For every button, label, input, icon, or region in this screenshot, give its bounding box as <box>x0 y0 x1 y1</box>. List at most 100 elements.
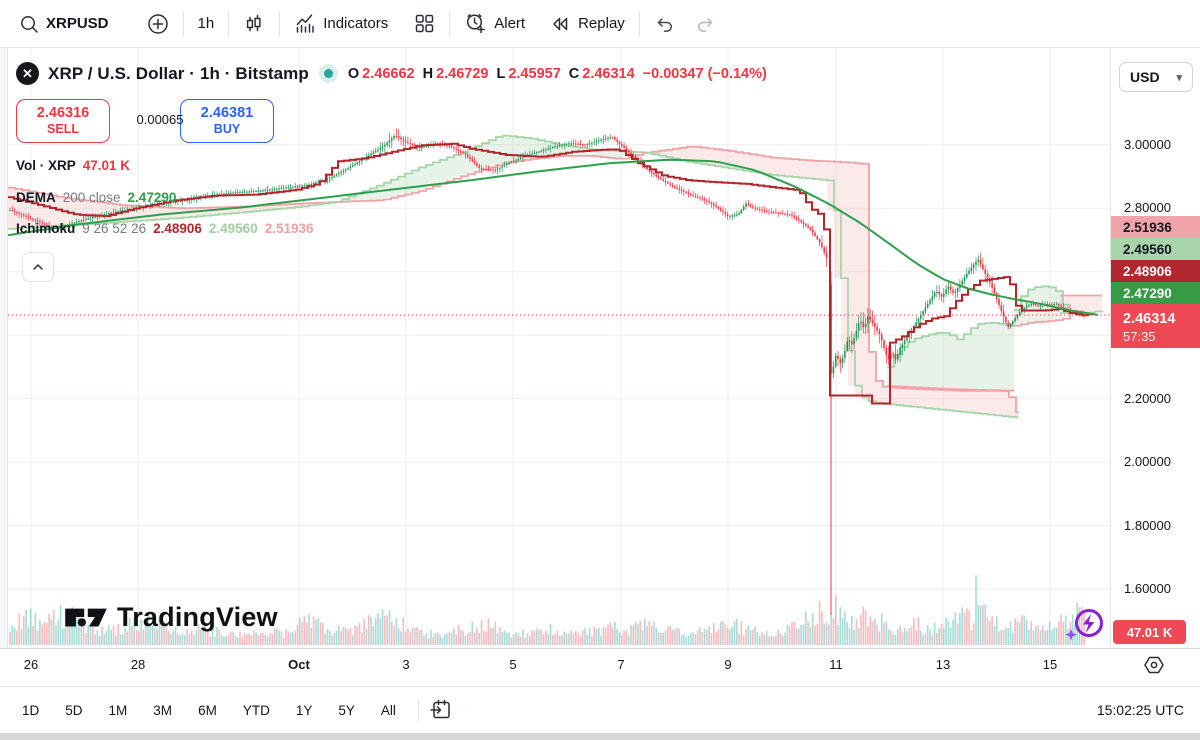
time-tick-label: 28 <box>130 657 146 672</box>
compare-add-button[interactable] <box>138 8 178 40</box>
indicators-label: Indicators <box>323 15 389 32</box>
bottom-toolbar: 1D 5D 1M 3M 6M YTD 1Y 5Y All 15:02:25 UTC <box>0 686 1200 733</box>
symbol-header: ✕ XRP / U.S. Dollar · 1h · Bitstamp O 2.4… <box>16 62 767 85</box>
time-tick-label: 15 <box>1042 657 1058 672</box>
layout-grid-button[interactable] <box>405 8 444 39</box>
change-value: −0.00347 (−0.14%) <box>642 65 767 82</box>
price-tick-label: 1.60000 <box>1124 581 1171 597</box>
time-tick-label: 13 <box>935 657 951 672</box>
low-letter: L <box>496 65 506 82</box>
replay-icon <box>553 17 568 30</box>
time-tick-label: 26 <box>23 657 39 672</box>
volume-legend-title: Vol · XRP <box>16 158 76 173</box>
ichimoku-lead1-value: 2.49560 <box>208 221 258 236</box>
time-tick-label: 5 <box>509 657 517 672</box>
replay-label: Replay <box>578 15 625 32</box>
drawing-toolbar-strip[interactable] <box>0 48 8 680</box>
plus-circle-icon <box>147 13 168 34</box>
current-price-label: 2.46314 57:35 <box>1111 304 1200 349</box>
currency-dropdown[interactable]: USD ▾ <box>1119 62 1193 92</box>
range-button-1y[interactable]: 1Y <box>295 702 313 718</box>
clock-utc[interactable]: 15:02:25 UTC <box>1096 702 1184 718</box>
range-button-5d[interactable]: 5D <box>65 702 83 718</box>
buy-price: 2.46381 <box>200 105 254 122</box>
top-toolbar: XRPUSD 1h Indicators <box>0 0 1200 48</box>
buy-label: BUY <box>213 122 241 137</box>
dema-legend-value: 2.47290 <box>127 190 177 205</box>
range-button-6m[interactable]: 6M <box>198 702 217 718</box>
undo-icon <box>657 17 672 32</box>
open-value: 2.46662 <box>362 65 415 82</box>
legend-ichimoku[interactable]: Ichimoku 9 26 52 26 2.48906 2.49560 2.51… <box>16 221 314 236</box>
range-button-5y[interactable]: 5Y <box>338 702 355 718</box>
sell-price: 2.46316 <box>36 105 90 122</box>
volume-axis-badge: 47.01 K <box>1113 620 1186 644</box>
price-tick-label: 2.00000 <box>1124 454 1171 470</box>
redo-button[interactable] <box>685 8 725 40</box>
chart-canvas[interactable] <box>8 48 1110 648</box>
hexagon-settings-icon <box>1144 656 1164 674</box>
currency-label: USD <box>1130 69 1160 85</box>
interval-button[interactable]: 1h <box>189 10 224 37</box>
tradingview-watermark: TradingView <box>64 600 278 634</box>
close-letter: C <box>568 65 580 82</box>
collapse-legend-button[interactable] <box>22 252 54 282</box>
undo-button[interactable] <box>645 8 685 40</box>
boost-lightning-button[interactable] <box>1062 602 1108 651</box>
ichimoku-legend-params: 9 26 52 26 <box>82 221 147 236</box>
alert-clock-icon <box>467 14 485 34</box>
price-tick-label: 2.80000 <box>1124 200 1171 216</box>
market-status-dot[interactable] <box>323 69 333 78</box>
replay-button[interactable]: Replay <box>540 8 634 40</box>
calendar-goto-icon <box>430 699 450 719</box>
time-tick-label: 7 <box>617 657 625 672</box>
chart-style-button[interactable] <box>234 8 274 40</box>
symbol-title[interactable]: XRP / U.S. Dollar · 1h · Bitstamp <box>48 63 309 83</box>
legend-volume[interactable]: Vol · XRP 47.01 K <box>16 158 130 173</box>
dema-legend-params: 200 close <box>62 190 121 205</box>
range-button-all[interactable]: All <box>380 702 396 718</box>
price-tick-label: 3.00000 <box>1124 136 1171 152</box>
redo-icon <box>697 17 713 32</box>
indicators-button[interactable]: Indicators <box>285 8 397 40</box>
time-tick-label: 3 <box>402 657 410 672</box>
close-value: 2.46314 <box>582 65 635 82</box>
trade-panel: 2.46316 SELL 0.00065 2.46381 BUY <box>16 99 274 143</box>
time-axis[interactable]: 26 28 Oct 3 5 7 9 11 13 15 <box>0 648 1200 680</box>
chevron-down-icon: ▾ <box>1176 71 1182 84</box>
toolbar-divider <box>182 10 184 37</box>
range-button-1m[interactable]: 1M <box>108 702 128 718</box>
sell-label: SELL <box>47 122 79 137</box>
watermark-text: TradingView <box>117 601 278 632</box>
search-icon <box>21 15 38 33</box>
bottom-strip <box>0 733 1200 740</box>
time-tick-label: 11 <box>829 657 843 672</box>
ichimoku-baseline-value: 2.48906 <box>153 221 202 236</box>
range-button-3m[interactable]: 3M <box>153 702 173 718</box>
alert-label: Alert <box>494 15 526 32</box>
symbol-search-button[interactable]: XRPUSD <box>10 9 118 39</box>
range-button-1d[interactable]: 1D <box>22 702 40 718</box>
symbol-name: XRPUSD <box>46 15 109 32</box>
ichimoku-legend-title: Ichimoku <box>16 221 76 236</box>
go-to-date-button[interactable] <box>429 698 453 722</box>
dema-legend-title: DEMA <box>16 190 56 205</box>
indicators-icon <box>296 13 314 33</box>
price-tick-label: 2.20000 <box>1124 390 1171 406</box>
axis-settings-button[interactable] <box>1140 651 1168 684</box>
range-buttons: 1D 5D 1M 3M 6M YTD 1Y 5Y All <box>16 699 416 722</box>
sell-button[interactable]: 2.46316 SELL <box>16 99 110 143</box>
toolbar-divider <box>228 10 230 37</box>
high-value: 2.46729 <box>436 65 489 82</box>
legend-dema[interactable]: DEMA 200 close 2.47290 <box>16 190 176 205</box>
buy-button[interactable]: 2.46381 BUY <box>180 99 274 143</box>
time-tick-label: Oct <box>288 657 310 672</box>
alert-button[interactable]: Alert <box>455 7 534 40</box>
indicator-price-label: 2.48906 <box>1111 260 1200 283</box>
price-axis[interactable]: USD ▾ 47.01 K 3.00000 2.80000 2.20000 2.000… <box>1110 48 1200 648</box>
grid-layout-icon <box>416 14 434 33</box>
high-letter: H <box>422 65 434 82</box>
tradingview-logo-icon <box>65 608 107 627</box>
chevron-up-icon <box>33 264 43 270</box>
range-button-ytd[interactable]: YTD <box>242 702 270 718</box>
